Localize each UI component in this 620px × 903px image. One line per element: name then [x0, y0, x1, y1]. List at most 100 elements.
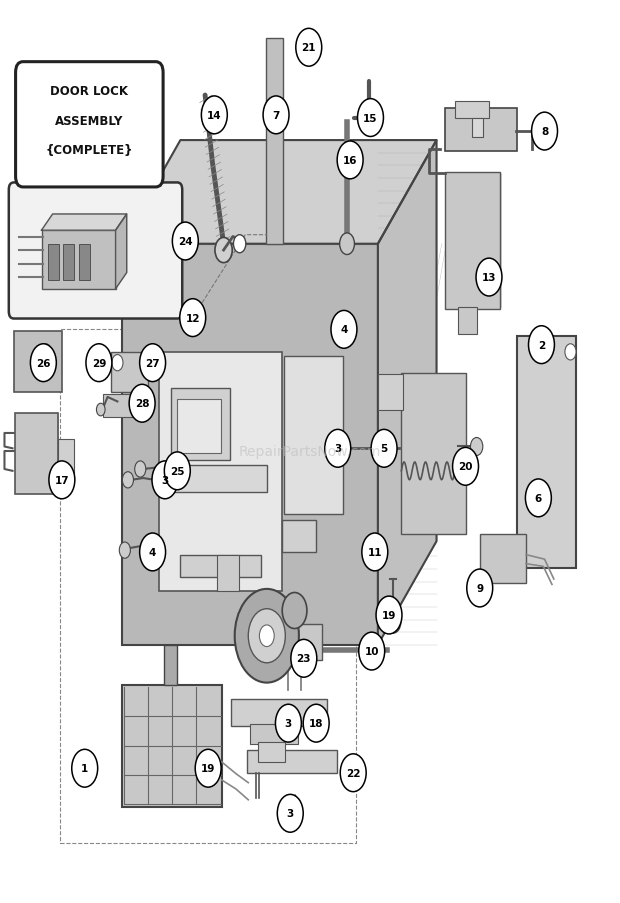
Text: 8: 8 [541, 127, 548, 137]
Text: ASSEMBLY: ASSEMBLY [55, 115, 123, 127]
Circle shape [476, 259, 502, 297]
Bar [257, 742, 285, 762]
Circle shape [531, 113, 557, 151]
Circle shape [112, 355, 123, 371]
Circle shape [140, 534, 166, 572]
Circle shape [30, 344, 56, 382]
Text: 13: 13 [482, 273, 496, 283]
Circle shape [303, 704, 329, 742]
Circle shape [528, 326, 554, 364]
Circle shape [453, 448, 479, 486]
Circle shape [129, 385, 155, 423]
Circle shape [234, 236, 246, 254]
Circle shape [386, 611, 401, 633]
Circle shape [135, 461, 146, 478]
Circle shape [202, 97, 228, 135]
Polygon shape [307, 642, 315, 656]
Bar [378, 375, 402, 411]
Circle shape [119, 543, 130, 559]
Circle shape [340, 754, 366, 792]
Text: DOOR LOCK: DOOR LOCK [50, 85, 128, 98]
Circle shape [565, 344, 576, 360]
Circle shape [283, 804, 294, 820]
Circle shape [172, 223, 198, 261]
Text: 19: 19 [201, 763, 215, 773]
Bar [517, 336, 576, 569]
Bar [122, 245, 378, 645]
Circle shape [325, 430, 351, 468]
Polygon shape [42, 215, 126, 231]
Text: 7: 7 [272, 111, 280, 121]
Circle shape [291, 639, 317, 677]
Text: 16: 16 [343, 155, 357, 166]
Text: 15: 15 [363, 114, 378, 124]
Circle shape [164, 452, 190, 490]
Text: 9: 9 [476, 583, 484, 593]
Circle shape [86, 344, 112, 382]
Text: 2: 2 [538, 340, 545, 350]
FancyBboxPatch shape [16, 62, 163, 188]
Text: 6: 6 [534, 493, 542, 503]
Text: 12: 12 [185, 313, 200, 323]
Text: 14: 14 [207, 111, 221, 121]
Polygon shape [378, 141, 436, 645]
Circle shape [122, 472, 133, 489]
Circle shape [362, 534, 388, 572]
Bar [63, 245, 74, 281]
Circle shape [337, 142, 363, 180]
Circle shape [467, 570, 493, 607]
Bar [247, 750, 337, 773]
Text: 26: 26 [36, 358, 51, 368]
Circle shape [263, 97, 289, 135]
Bar [14, 331, 62, 393]
Bar [218, 555, 239, 591]
Circle shape [371, 430, 397, 468]
Bar [284, 357, 343, 515]
Bar [58, 440, 74, 480]
Text: 24: 24 [178, 237, 193, 247]
Text: 20: 20 [458, 461, 473, 471]
Circle shape [340, 234, 355, 256]
Bar [79, 245, 90, 281]
Text: 21: 21 [301, 43, 316, 53]
Bar [282, 521, 316, 553]
Circle shape [376, 597, 402, 634]
Text: 29: 29 [92, 358, 106, 368]
Circle shape [40, 344, 51, 360]
Text: 11: 11 [368, 547, 382, 557]
Text: 10: 10 [365, 647, 379, 656]
Text: 4: 4 [340, 325, 348, 335]
Bar [164, 645, 177, 685]
Text: 22: 22 [346, 768, 360, 777]
Polygon shape [122, 141, 436, 245]
Text: RepairPartsNow.com: RepairPartsNow.com [239, 444, 381, 459]
Bar [162, 465, 267, 492]
Text: 27: 27 [145, 358, 160, 368]
Circle shape [248, 609, 285, 663]
Text: 3: 3 [285, 719, 292, 729]
Circle shape [296, 29, 322, 67]
Circle shape [97, 404, 105, 416]
Bar [458, 307, 477, 334]
Bar [231, 699, 327, 726]
Bar [42, 231, 115, 290]
Bar [159, 352, 282, 591]
Text: {COMPLETE}: {COMPLETE} [46, 144, 133, 157]
Text: 5: 5 [381, 443, 388, 454]
Circle shape [215, 238, 232, 264]
Bar [401, 374, 466, 535]
Text: 18: 18 [309, 719, 324, 729]
Text: 28: 28 [135, 399, 149, 409]
Text: 4: 4 [149, 547, 156, 557]
Circle shape [195, 749, 221, 787]
Bar [472, 118, 483, 138]
Circle shape [152, 461, 178, 499]
Bar [282, 624, 322, 660]
Circle shape [331, 311, 357, 349]
Bar [480, 535, 526, 584]
Circle shape [140, 344, 166, 382]
Circle shape [525, 479, 551, 517]
Circle shape [72, 749, 98, 787]
Circle shape [471, 438, 483, 456]
Bar [122, 685, 222, 807]
